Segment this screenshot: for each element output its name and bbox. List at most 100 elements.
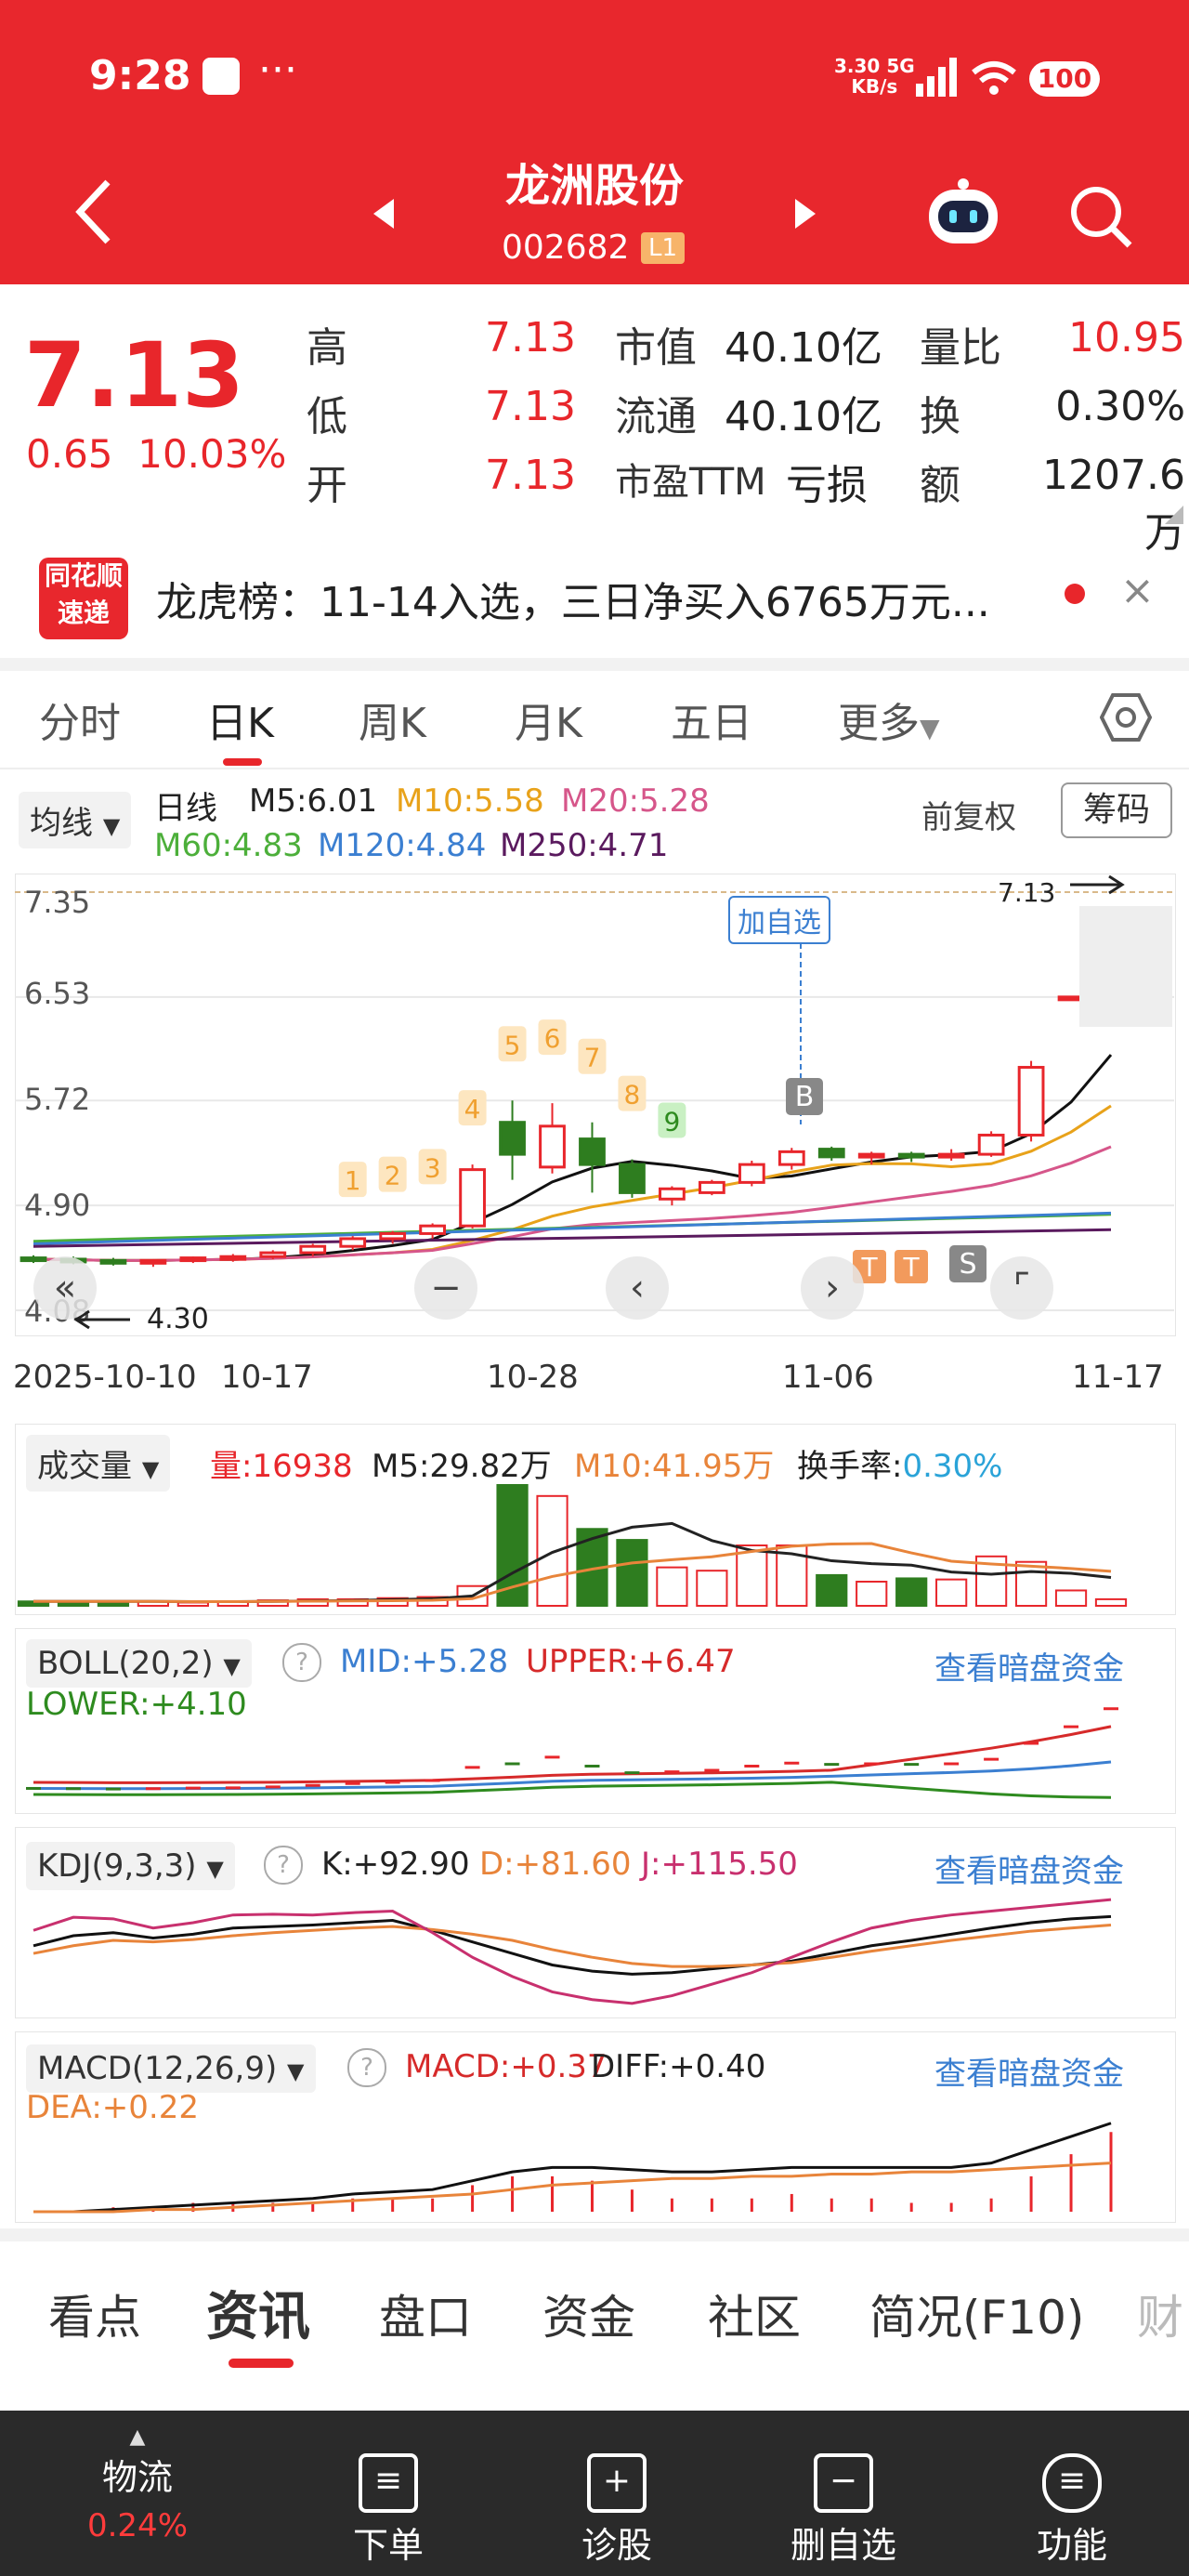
volume-bar [816, 1573, 848, 1607]
boll-mid: MID:+5.28 [340, 1643, 509, 1680]
marker-number: 5 [504, 1030, 521, 1060]
candle [857, 1152, 885, 1159]
volume-bar [1094, 1597, 1128, 1607]
tab-orderbook[interactable]: 盘口 [379, 2291, 472, 2345]
boll-select[interactable]: BOLL(20,2) ▼ [26, 1639, 252, 1688]
diagnose-button[interactable]: + 诊股 [542, 2453, 691, 2568]
candle [659, 1187, 686, 1201]
macd-select[interactable]: MACD(12,26,9) ▼ [26, 2044, 316, 2093]
tab-monthly-k[interactable]: 月K [515, 700, 582, 747]
open-label: 开 [307, 462, 347, 509]
back-icon[interactable] [71, 177, 117, 247]
tab-funds[interactable]: 资金 [542, 2291, 635, 2345]
tab-five-day[interactable]: 五日 [671, 700, 752, 747]
news-ticker[interactable]: 龙虎榜：11-14入选，三日净买入6765万元... [156, 579, 990, 626]
volume-bar [776, 1544, 808, 1607]
help-icon[interactable]: ? [282, 1643, 321, 1682]
help-icon[interactable]: ? [347, 2048, 386, 2087]
help-icon[interactable]: ? [264, 1846, 303, 1885]
x-tick: 10-28 [487, 1359, 579, 1396]
kdj-j: J:+115.50 [641, 1846, 798, 1883]
marker-number: 3 [425, 1152, 441, 1183]
kdj-select[interactable]: KDJ(9,3,3) ▼ [26, 1842, 235, 1890]
volume-bar [1054, 1589, 1088, 1607]
search-icon[interactable] [1066, 182, 1135, 251]
kdj-dark-fund-link[interactable]: 查看暗盘资金 [934, 1853, 1124, 1890]
ma10-value: M10:5.58 [396, 782, 544, 820]
expand-corner-icon[interactable] [1165, 506, 1183, 524]
marker-badge [418, 1149, 447, 1185]
candle [139, 1258, 167, 1265]
diagnose-icon: + [587, 2453, 647, 2513]
marker-number: 6 [544, 1023, 561, 1054]
macd-dark-fund-link[interactable]: 查看暗盘资金 [934, 2056, 1124, 2093]
marker-number: 1 [345, 1165, 361, 1196]
sell-label: S [959, 1248, 976, 1281]
active-tab-indicator [229, 2359, 294, 2368]
candle [897, 1152, 925, 1159]
volume-ma10-line [33, 1542, 1112, 1604]
candle [499, 1121, 526, 1156]
candle [1017, 1066, 1045, 1137]
scroll-left-button[interactable]: ‹ [606, 1256, 669, 1320]
volume-frame [15, 1424, 1176, 1615]
t-badge [895, 1250, 928, 1283]
boll-dark-fund-link[interactable]: 查看暗盘资金 [934, 1650, 1124, 1688]
sequence-marker: 9 [658, 1102, 686, 1138]
chips-button[interactable]: 筹码 [1061, 782, 1172, 838]
fullscreen-button[interactable]: ⌜ [990, 1256, 1053, 1320]
adjust-label[interactable]: 前复权 [921, 799, 1016, 836]
macd-diff-line [33, 2122, 1112, 2214]
pe-value: 亏损 [786, 462, 868, 509]
boll-frame [15, 1628, 1176, 1814]
boll-upper-line [33, 1725, 1112, 1784]
volume-m10: M10:41.95万 [574, 1448, 775, 1485]
tab-news[interactable]: 资讯 [206, 2287, 310, 2347]
candle [738, 1163, 765, 1184]
float-label: 流通 [615, 393, 697, 440]
settings-hex-icon[interactable] [1100, 691, 1152, 743]
boll-chart [26, 1707, 1118, 1799]
order-button[interactable]: ≡ 下单 [314, 2453, 463, 2568]
volume-select[interactable]: 成交量 ▼ [26, 1435, 171, 1492]
volume-bar [696, 1570, 728, 1607]
tab-highlights[interactable]: 看点 [48, 2291, 141, 2345]
prev-stock-icon[interactable] [370, 195, 398, 232]
news-close-button[interactable]: × [1120, 567, 1155, 614]
ma250-value: M250:4.71 [500, 827, 669, 864]
sequence-marker: 7 [578, 1038, 607, 1074]
volume-m5: M5:29.82万 [372, 1448, 552, 1485]
tab-finance[interactable]: 财 [1137, 2291, 1183, 2345]
sequence-marker: 5 [498, 1026, 527, 1062]
zoom-out-start-button[interactable]: « [33, 1256, 97, 1320]
buy-badge [786, 1078, 823, 1115]
candle [299, 1244, 327, 1255]
macd-dea-line [33, 2162, 1112, 2214]
tab-weekly-k[interactable]: 周K [359, 700, 426, 747]
tab-intraday[interactable]: 分时 [39, 700, 121, 747]
kline-frame [15, 874, 1176, 1336]
ma60-value: M60:4.83 [154, 827, 303, 864]
robot-assistant-icon[interactable] [923, 177, 1003, 251]
volume-chart [17, 1484, 1128, 1608]
candle [379, 1231, 407, 1241]
ma-select[interactable]: 均线 ▼ [19, 792, 132, 848]
tab-community[interactable]: 社区 [708, 2291, 801, 2345]
tab-more[interactable]: 更多▼ [838, 700, 940, 747]
boll-lower-line [33, 1781, 1112, 1799]
zoom-out-button[interactable]: − [414, 1256, 477, 1320]
add-watch-button[interactable]: 加自选 [728, 896, 830, 944]
marker-number: 8 [624, 1080, 641, 1111]
next-stock-icon[interactable] [791, 195, 819, 232]
amount-label: 额 [920, 462, 960, 509]
boll-mid-line [33, 1760, 1112, 1791]
tab-daily-k[interactable]: 日K [206, 700, 274, 747]
functions-button[interactable]: ≡ 功能 [998, 2453, 1146, 2568]
scroll-right-button[interactable]: › [801, 1256, 864, 1320]
logistics-sector-button[interactable]: ▲ 物流 0.24% [86, 2425, 188, 2544]
y-tick: 4.90 [24, 1188, 91, 1223]
low-value: 7.13 [485, 383, 576, 430]
tab-profile-f10[interactable]: 简况(F10) [869, 2291, 1085, 2345]
remove-watch-button[interactable]: − 删自选 [769, 2453, 918, 2568]
